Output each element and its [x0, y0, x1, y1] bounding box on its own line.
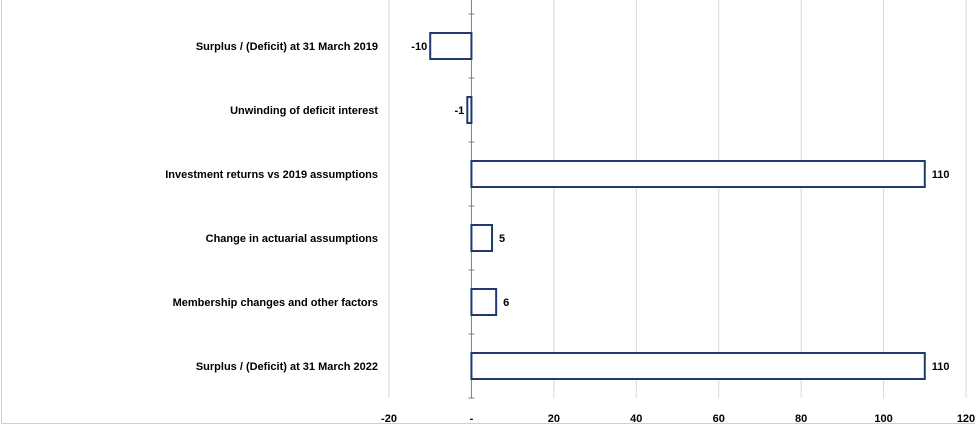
data-label: 6	[503, 297, 509, 309]
data-label: 110	[932, 169, 950, 181]
bar	[466, 96, 473, 124]
bars	[429, 32, 926, 380]
x-tick-label: 60	[713, 413, 725, 425]
category-label: Membership changes and other factors	[173, 297, 378, 309]
bar	[429, 32, 473, 60]
x-tick-label: -20	[381, 413, 397, 425]
category-label: Investment returns vs 2019 assumptions	[165, 169, 378, 181]
data-label: 110	[932, 361, 950, 373]
bar	[470, 352, 926, 380]
data-label: 5	[499, 233, 505, 245]
bar	[470, 288, 498, 316]
category-label: Surplus / (Deficit) at 31 March 2022	[196, 361, 378, 373]
x-tick-label: 40	[630, 413, 642, 425]
x-tick-label: 100	[874, 413, 892, 425]
x-tick-label: 80	[795, 413, 807, 425]
x-tick-label: 120	[957, 413, 975, 425]
x-tick-label: -	[470, 413, 474, 425]
gridlines	[388, 0, 967, 398]
bar	[470, 224, 494, 252]
category-label: Unwinding of deficit interest	[230, 105, 378, 117]
bar	[470, 160, 926, 188]
category-label: Surplus / (Deficit) at 31 March 2019	[196, 41, 378, 53]
axes	[468, 0, 475, 399]
data-label: -10	[411, 41, 427, 53]
chart-frame	[1, 0, 975, 424]
x-tick-label: 20	[548, 413, 560, 425]
category-label: Change in actuarial assumptions	[206, 233, 378, 245]
data-label: -1	[455, 105, 465, 117]
